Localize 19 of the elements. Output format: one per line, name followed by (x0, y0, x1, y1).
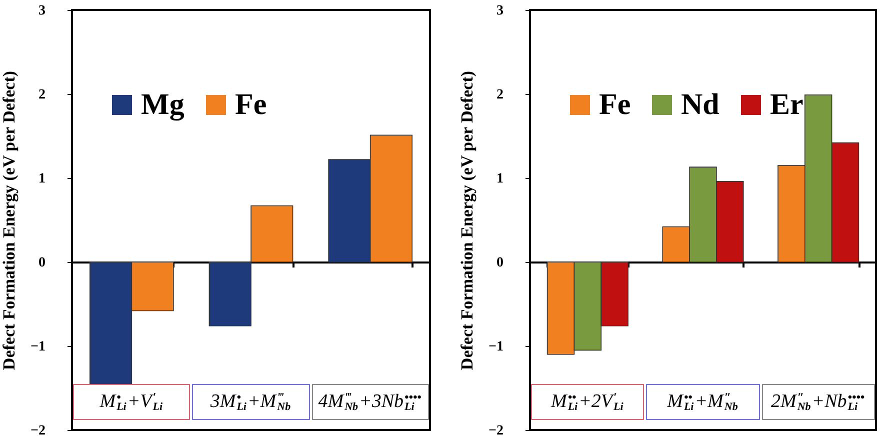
legend-label: Er (770, 88, 804, 121)
y-tick-label: 2 (38, 88, 46, 102)
y-tick-label: −2 (488, 424, 504, 438)
y-tick-label: 1 (496, 172, 504, 186)
legend-label: Mg (141, 88, 184, 121)
legend-label: Fe (235, 88, 267, 121)
y-tick-label: 3 (38, 4, 46, 18)
y-tick-label: 3 (496, 4, 504, 18)
y-tick-label: 0 (38, 256, 46, 270)
y-axis-title: Defect Formation Energy (eV per Defect) (458, 70, 477, 370)
legend-label: Fe (599, 88, 631, 121)
y-tick-label: 0 (496, 256, 504, 270)
y-tick-label: −1 (30, 340, 46, 354)
legend-label: Nd (681, 88, 720, 121)
y-tick-label: −1 (488, 340, 504, 354)
y-tick-label: 1 (38, 172, 46, 186)
y-axis-title: Defect Formation Energy (eV per Defect) (0, 70, 19, 370)
y-tick-label: −2 (30, 424, 46, 438)
y-tick-label: 2 (496, 88, 504, 102)
